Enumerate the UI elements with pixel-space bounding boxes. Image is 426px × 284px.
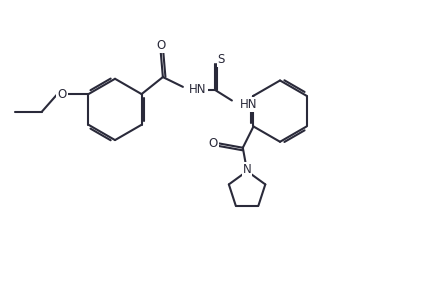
Text: N: N — [243, 165, 251, 178]
Text: O: O — [58, 87, 67, 101]
Text: HN: HN — [239, 98, 257, 111]
Text: N: N — [243, 162, 251, 176]
Text: HN: HN — [189, 83, 207, 96]
Text: S: S — [218, 53, 225, 66]
Text: O: O — [208, 137, 218, 150]
Text: O: O — [156, 39, 165, 53]
